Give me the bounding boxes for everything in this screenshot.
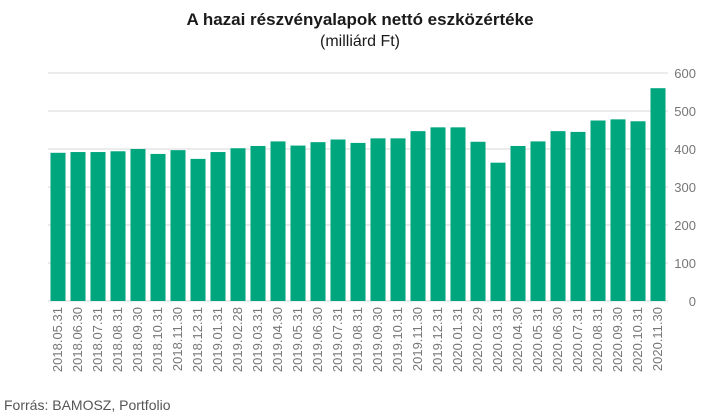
x-tick-label: 2020.04.30 [510, 307, 525, 372]
bar [450, 127, 466, 301]
x-tick-label: 2018.07.31 [90, 307, 105, 372]
bar [650, 88, 666, 301]
bars [50, 88, 666, 301]
x-tick-label: 2018.09.30 [130, 307, 145, 372]
bar [290, 145, 306, 301]
x-tick-label: 2019.04.30 [270, 307, 285, 372]
bar [410, 131, 426, 301]
x-tick-label: 2020.02.29 [470, 307, 485, 372]
x-tick-label: 2020.01.31 [450, 307, 465, 372]
bar [430, 127, 446, 301]
y-tick-label: 200 [674, 218, 696, 233]
x-tick-label: 2018.08.31 [110, 307, 125, 372]
x-tick-label: 2018.12.31 [190, 307, 205, 372]
bar [330, 139, 346, 301]
x-tick-label: 2020.10.31 [630, 307, 645, 372]
bar [550, 131, 566, 301]
x-tick-label: 2020.03.31 [490, 307, 505, 372]
y-tick-label: 300 [674, 180, 696, 195]
x-tick-label: 2018.05.31 [50, 307, 65, 372]
bar [610, 119, 626, 301]
x-tick-label: 2019.06.30 [310, 307, 325, 372]
x-tick-label: 2020.08.31 [590, 307, 605, 372]
x-tick-label: 2019.12.31 [430, 307, 445, 372]
bar [510, 145, 526, 301]
bar [150, 153, 166, 301]
bar [350, 142, 366, 301]
x-tick-label: 2019.05.31 [290, 307, 305, 372]
bar [630, 121, 646, 301]
x-tick-label: 2019.10.31 [390, 307, 405, 372]
bar [110, 151, 126, 301]
bar [370, 138, 386, 301]
y-tick-label: 500 [674, 104, 696, 119]
x-tick-label: 2019.01.31 [210, 307, 225, 372]
bar [170, 150, 186, 301]
x-tick-label: 2019.07.31 [330, 307, 345, 372]
x-tick-label: 2020.07.31 [570, 307, 585, 372]
x-tick-label: 2018.10.31 [150, 307, 165, 372]
x-tick-label: 2019.03.31 [250, 307, 265, 372]
x-tick-label: 2020.11.30 [650, 307, 665, 371]
x-tick-label: 2019.02.28 [230, 307, 245, 372]
source-note: Forrás: BAMOSZ, Portfolio [4, 397, 171, 413]
x-tick-label: 2018.11.30 [170, 307, 185, 371]
x-tick-label: 2020.06.30 [550, 307, 565, 372]
bar [310, 142, 326, 301]
chart-subtitle: (milliárd Ft) [320, 33, 400, 50]
bar [390, 138, 406, 301]
x-axis-ticks: 2018.05.31 2018.06.30 2018.07.31 2018.08.31… [50, 307, 665, 372]
bar [570, 131, 586, 301]
bar [50, 152, 66, 301]
y-tick-label: 400 [674, 142, 696, 157]
bar [90, 152, 106, 301]
bar [270, 141, 286, 301]
bar [470, 141, 486, 301]
y-tick-label: 0 [689, 294, 696, 309]
x-tick-label: 2018.06.30 [70, 307, 85, 372]
y-tick-label: 600 [674, 66, 696, 81]
bar [530, 141, 546, 301]
chart-title: A hazai részvényalapok nettó eszközérték… [186, 10, 534, 29]
x-tick-label: 2019.08.31 [350, 307, 365, 372]
y-axis-ticks: 0 100 200 300 400 500 600 [674, 66, 696, 309]
bar [490, 162, 506, 301]
bar [590, 120, 606, 301]
x-tick-label: 2019.09.30 [370, 307, 385, 372]
bar [210, 152, 226, 301]
bar [70, 152, 86, 301]
x-tick-label: 2019.11.30 [410, 307, 425, 371]
bar [130, 149, 146, 301]
bar [230, 148, 246, 301]
x-tick-label: 2020.09.30 [610, 307, 625, 372]
bar [190, 158, 206, 301]
bar [250, 145, 266, 301]
y-tick-label: 100 [674, 256, 696, 271]
x-tick-label: 2020.05.31 [530, 307, 545, 372]
